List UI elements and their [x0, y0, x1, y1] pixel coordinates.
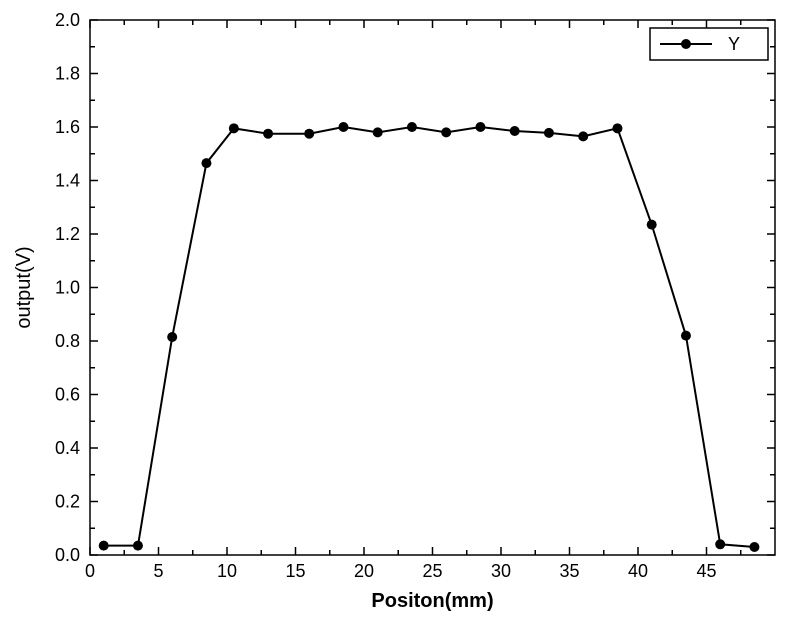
y-tick-label: 1.6	[55, 117, 80, 137]
data-line	[104, 127, 755, 547]
y-tick-label: 1.0	[55, 278, 80, 298]
y-tick-label: 0.0	[55, 545, 80, 565]
data-marker	[229, 123, 239, 133]
x-tick-label: 15	[285, 561, 305, 581]
x-tick-label: 0	[85, 561, 95, 581]
y-tick-label: 1.2	[55, 224, 80, 244]
data-marker	[544, 128, 554, 138]
y-axis-label: output(V)	[13, 246, 35, 328]
x-tick-label: 10	[217, 561, 237, 581]
data-marker	[201, 158, 211, 168]
data-marker	[133, 541, 143, 551]
legend-label: Y	[728, 34, 740, 54]
x-tick-label: 30	[491, 561, 511, 581]
data-marker	[715, 539, 725, 549]
x-tick-label: 25	[422, 561, 442, 581]
x-tick-label: 20	[354, 561, 374, 581]
chart-container: 0 5 10 15 20 25 30 35 40 45 0.0 0.2 0.4 0.6 0.8 1.0 1.2 1…	[0, 0, 803, 625]
y-tick-label: 0.8	[55, 331, 80, 351]
data-marker	[475, 122, 485, 132]
data-marker	[407, 122, 417, 132]
y-tick-label: 0.6	[55, 385, 80, 405]
data-marker	[681, 331, 691, 341]
y-tick-label: 1.8	[55, 64, 80, 84]
data-marker	[749, 542, 759, 552]
output-vs-position-chart: 0 5 10 15 20 25 30 35 40 45 0.0 0.2 0.4 0.6 0.8 1.0 1.2 1…	[0, 0, 803, 625]
data-marker	[441, 127, 451, 137]
x-tick-label: 45	[696, 561, 716, 581]
x-tick-label: 5	[153, 561, 163, 581]
data-marker	[510, 126, 520, 136]
x-tick-label: 35	[559, 561, 579, 581]
y-tick-label: 2.0	[55, 10, 80, 30]
data-marker	[167, 332, 177, 342]
data-marker	[263, 129, 273, 139]
data-marker	[338, 122, 348, 132]
data-marker	[304, 129, 314, 139]
y-tick-label: 0.2	[55, 492, 80, 512]
data-marker	[99, 541, 109, 551]
legend-marker	[681, 39, 691, 49]
data-marker	[578, 131, 588, 141]
y-tick-label: 0.4	[55, 438, 80, 458]
x-axis-label: Positon(mm)	[371, 590, 493, 612]
plot-frame	[90, 20, 775, 555]
data-marker	[647, 220, 657, 230]
y-tick-label: 1.4	[55, 171, 80, 191]
data-marker	[612, 123, 622, 133]
data-marker	[373, 127, 383, 137]
x-tick-label: 40	[628, 561, 648, 581]
